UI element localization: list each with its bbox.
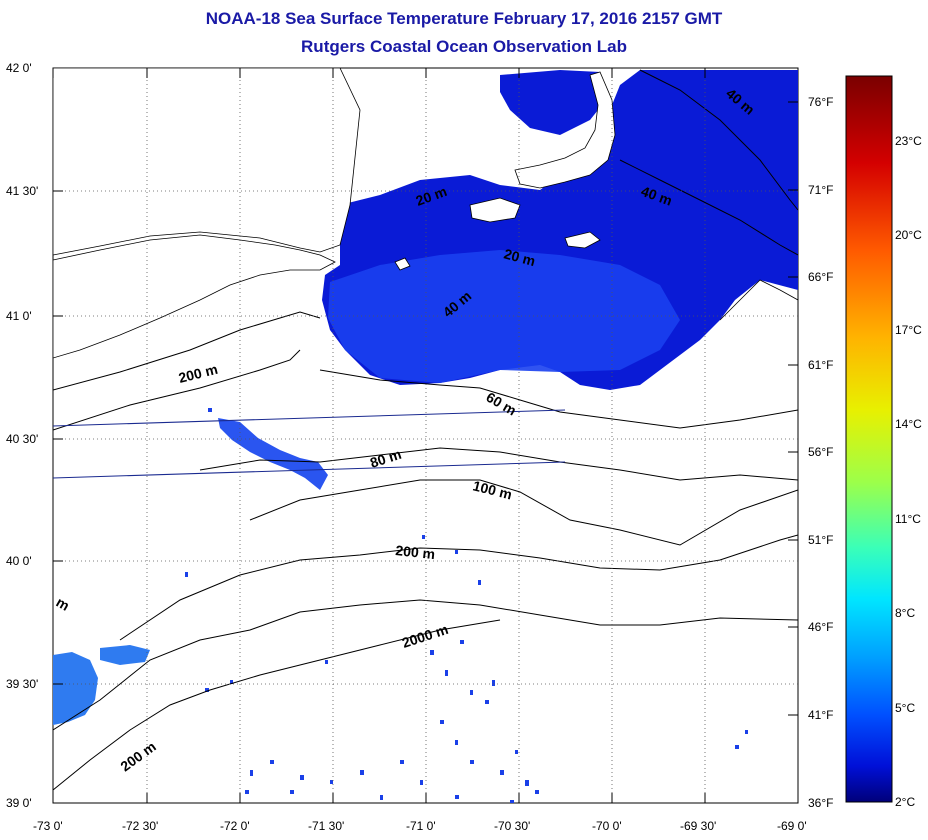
- grid-lines: [53, 68, 798, 803]
- lon-label: -70 0': [592, 819, 622, 833]
- fahrenheit-label: 36°F: [808, 796, 833, 810]
- fahrenheit-label: 61°F: [808, 358, 833, 372]
- fahrenheit-label: 46°F: [808, 620, 833, 634]
- land-nantucket: [564, 231, 601, 249]
- sst-patch-hudson: [218, 418, 328, 490]
- fahrenheit-label: 76°F: [808, 95, 833, 109]
- lat-label: 42 0': [6, 61, 32, 75]
- colorbar-label: 14°C: [895, 417, 922, 431]
- lon-label: -72 30': [122, 819, 158, 833]
- land-block-island: [394, 257, 411, 271]
- colorbar-label: 2°C: [895, 795, 915, 809]
- fahrenheit-label: 71°F: [808, 183, 833, 197]
- lon-label: -69 0': [777, 819, 807, 833]
- swath-line-2: [53, 461, 566, 479]
- sst-scatter: [185, 408, 748, 803]
- lon-label: -69 30': [680, 819, 716, 833]
- sst-region-buzzards: [500, 70, 610, 135]
- lat-label: 40 30': [6, 432, 38, 446]
- axis-ticks: [52, 68, 799, 803]
- latitude-labels: 42 0' 41 30' 41 0' 40 30' 40 0' 39 30' 3…: [6, 61, 38, 810]
- colorbar-labels: 23°C 20°C 17°C 14°C 11°C 8°C 5°C 2°C: [895, 134, 922, 809]
- map-subtitle: Rutgers Coastal Ocean Observation Lab: [301, 37, 627, 56]
- fahrenheit-label: 66°F: [808, 270, 833, 284]
- lat-label: 41 30': [6, 184, 38, 198]
- land-long-island: [53, 234, 336, 359]
- fahrenheit-label: 51°F: [808, 533, 833, 547]
- lon-label: -73 0': [33, 819, 63, 833]
- fahrenheit-labels: 76°F 71°F 66°F 61°F 56°F 51°F 46°F 41°F …: [808, 95, 833, 810]
- land-cape-cod: [514, 71, 616, 189]
- fahrenheit-label: 41°F: [808, 708, 833, 722]
- lon-label: -72 0': [220, 819, 250, 833]
- land-coast-right: [719, 279, 798, 321]
- longitude-labels: -73 0' -72 30' -72 0' -71 30' -71 0' -70…: [33, 819, 807, 833]
- contour-label: 200 m: [395, 542, 436, 562]
- colorbar-label: 5°C: [895, 701, 915, 715]
- lat-label: 39 0': [6, 796, 32, 810]
- lon-label: -70 30': [494, 819, 530, 833]
- sst-patch-sw: [53, 652, 98, 725]
- map-title: NOAA-18 Sea Surface Temperature February…: [205, 9, 723, 28]
- lat-label: 39 30': [6, 677, 38, 691]
- fahrenheit-label: 56°F: [808, 445, 833, 459]
- land-marthas-vineyard: [469, 197, 521, 223]
- colorbar: [845, 75, 893, 803]
- lat-label: 41 0': [6, 309, 32, 323]
- sst-region-shelf: [328, 250, 680, 383]
- swath-line-1: [53, 409, 566, 427]
- lat-label: 40 0': [6, 554, 32, 568]
- colorbar-label: 23°C: [895, 134, 922, 148]
- lon-label: -71 0': [406, 819, 436, 833]
- lon-label: -71 30': [308, 819, 344, 833]
- colorbar-label: 17°C: [895, 323, 922, 337]
- bathymetry-contours: [53, 69, 798, 791]
- colorbar-label: 8°C: [895, 606, 915, 620]
- land-mainland-ri: [53, 68, 361, 256]
- colorbar-label: 20°C: [895, 228, 922, 242]
- colorbar-label: 11°C: [895, 512, 921, 526]
- contour-label: 20 m: [502, 245, 537, 269]
- sst-patch-sw2: [100, 645, 150, 665]
